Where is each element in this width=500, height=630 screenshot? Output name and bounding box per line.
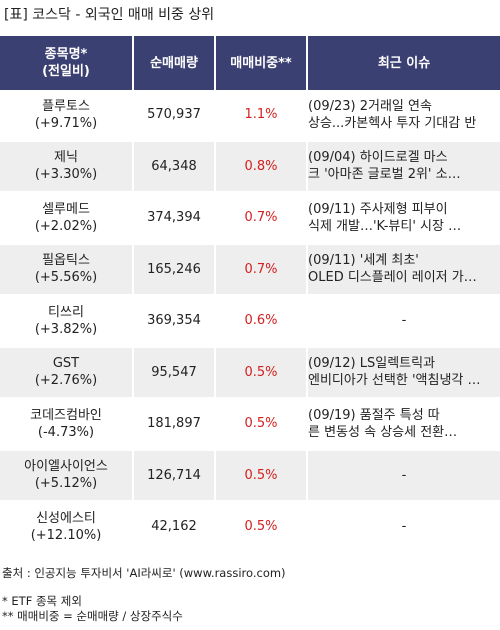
net-volume: 369,354 [134, 296, 216, 348]
issue-line2: 엔비디아가 선택한 '액침냉각 … [308, 373, 481, 389]
stock-name-cell: 아이엘사이언스 (+5.12%) [0, 450, 134, 502]
net-volume: 126,714 [134, 450, 216, 502]
header-volume: 순매매량 [134, 36, 216, 90]
net-volume: 570,937 [134, 90, 216, 142]
recent-issue: (09/12) LS일렉트릭과 엔비디아가 선택한 '액침냉각 … [308, 347, 500, 399]
trade-ratio: 1.1% [216, 90, 308, 142]
net-volume: 181,897 [134, 399, 216, 451]
stock-change: (+3.82%) [34, 321, 98, 337]
recent-issue: (09/23) 2거래일 연속 상승...카본헥사 투자 기대감 반 [308, 90, 500, 142]
header-issue: 최근 이슈 [308, 36, 500, 90]
footnote-ratio: ** 매매비중 = 순매매량 / 상장주식수 [2, 609, 183, 623]
stock-change: (+5.56%) [34, 270, 98, 286]
foreign-trading-table: 종목명* (전일비) 순매매량 매매비중** 최근 이슈 플루토스 (+9.71%… [0, 36, 500, 554]
net-volume: 42,162 [134, 502, 216, 554]
stock-change: (+3.30%) [34, 167, 98, 183]
stock-name: 제닉 [54, 150, 78, 166]
stock-change: (+2.02%) [34, 218, 98, 234]
trade-ratio: 0.7% [216, 193, 308, 245]
stock-name-cell: 티쓰리 (+3.82%) [0, 296, 134, 348]
footnote-etf: * ETF 종목 제외 [2, 594, 82, 608]
table-row: 신성에스티 (+12.10%) 42,162 0.5% - [0, 502, 500, 554]
issue-line1: (09/04) 하이드로겔 마스 [308, 150, 448, 166]
header-ratio: 매매비중** [216, 36, 308, 90]
net-volume: 95,547 [134, 347, 216, 399]
issue-line1: (09/11) '세계 최초' [308, 253, 419, 269]
stock-name: 셀루메드 [42, 201, 90, 217]
issue-line1: (09/11) 주사제형 피부이 [308, 201, 448, 217]
table-row: 플루토스 (+9.71%) 570,937 1.1% (09/23) 2거래일 연속 상승… [0, 90, 500, 142]
stock-change: (+2.76%) [34, 373, 98, 389]
stock-change: (+9.71%) [34, 115, 98, 131]
stock-name: 티쓰리 [48, 304, 84, 320]
issue-line2: 식제 개발…'K-뷰티' 시장 … [308, 218, 462, 234]
recent-issue: - [308, 296, 500, 348]
trade-ratio: 0.7% [216, 244, 308, 296]
trade-ratio: 0.5% [216, 502, 308, 554]
net-volume: 64,348 [134, 141, 216, 193]
stock-name-cell: 필옵틱스 (+5.56%) [0, 244, 134, 296]
header-name: 종목명* (전일비) [0, 36, 134, 90]
stock-name-cell: 신성에스티 (+12.10%) [0, 502, 134, 554]
issue-line2: 른 변동성 속 상승세 전환… [308, 424, 458, 440]
page-title: [표] 코스닥 - 외국인 매매 비중 상위 [4, 7, 215, 23]
issue-line1: (09/23) 2거래일 연속 [308, 98, 432, 114]
stock-name: 플루토스 [42, 98, 90, 114]
stock-change: (+12.10%) [30, 527, 102, 543]
stock-name: 신성에스티 [36, 510, 96, 526]
stock-name: 필옵틱스 [42, 253, 90, 269]
issue-line1: (09/12) LS일렉트릭과 [308, 356, 436, 372]
stock-name-cell: 플루토스 (+9.71%) [0, 90, 134, 142]
issue-line2: 상승...카본헥사 투자 기대감 반 [308, 115, 477, 131]
stock-change: (+5.12%) [34, 476, 98, 492]
recent-issue: (09/11) '세계 최초' OLED 디스플레이 레이저 가… [308, 244, 500, 296]
net-volume: 165,246 [134, 244, 216, 296]
stock-name-cell: 제닉 (+3.30%) [0, 141, 134, 193]
trade-ratio: 0.5% [216, 347, 308, 399]
stock-name: 코데즈컴바인 [30, 407, 102, 423]
trade-ratio: 0.8% [216, 141, 308, 193]
stock-name: 아이엘사이언스 [24, 459, 108, 475]
recent-issue: - [308, 502, 500, 554]
table-row: 셀루메드 (+2.02%) 374,394 0.7% (09/11) 주사제형 피부이 식… [0, 193, 500, 245]
table-row: 티쓰리 (+3.82%) 369,354 0.6% - [0, 296, 500, 348]
table-header-row: 종목명* (전일비) 순매매량 매매비중** 최근 이슈 [0, 36, 500, 90]
recent-issue: (09/04) 하이드로겔 마스 크 '아마존 글로벌 2위' 소… [308, 141, 500, 193]
stock-change: (-4.73%) [37, 424, 95, 440]
source-note: 출처 : 인공지능 투자비서 'AI라씨로' (www.rassiro.com) [2, 566, 286, 580]
issue-line2: 크 '아마존 글로벌 2위' 소… [308, 167, 461, 183]
recent-issue: (09/11) 주사제형 피부이 식제 개발…'K-뷰티' 시장 … [308, 193, 500, 245]
stock-name-cell: GST (+2.76%) [0, 347, 134, 399]
stock-name-cell: 셀루메드 (+2.02%) [0, 193, 134, 245]
header-name-line2: (전일비) [42, 64, 90, 79]
table-row: 아이엘사이언스 (+5.12%) 126,714 0.5% - [0, 450, 500, 502]
table-row: 필옵틱스 (+5.56%) 165,246 0.7% (09/11) '세계 최초' OL… [0, 244, 500, 296]
table-row: GST (+2.76%) 95,547 0.5% (09/12) LS일렉트릭과 엔비디아… [0, 347, 500, 399]
issue-line1: (09/19) 품절주 특성 따 [308, 407, 440, 423]
trade-ratio: 0.5% [216, 450, 308, 502]
trade-ratio: 0.6% [216, 296, 308, 348]
table-row: 제닉 (+3.30%) 64,348 0.8% (09/04) 하이드로겔 마스 크 '아… [0, 141, 500, 193]
header-name-line1: 종목명* [44, 47, 88, 62]
net-volume: 374,394 [134, 193, 216, 245]
issue-line2: OLED 디스플레이 레이저 가… [308, 270, 477, 286]
stock-name-cell: 코데즈컴바인 (-4.73%) [0, 399, 134, 451]
trade-ratio: 0.5% [216, 399, 308, 451]
stock-name: GST [52, 356, 80, 372]
recent-issue: - [308, 450, 500, 502]
table-row: 코데즈컴바인 (-4.73%) 181,897 0.5% (09/19) 품절주 특성 … [0, 399, 500, 451]
